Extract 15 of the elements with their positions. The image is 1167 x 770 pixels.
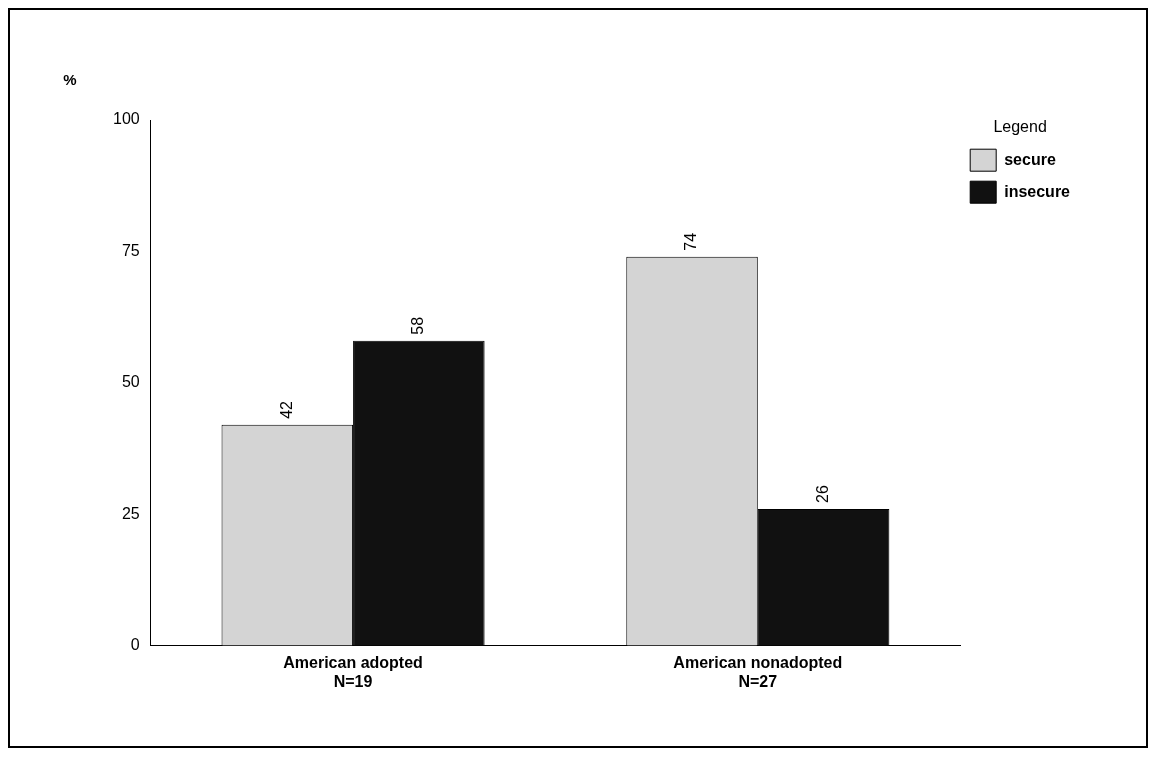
x-tick-label: American nonadopted N=27 xyxy=(673,653,843,690)
legend-label: secure xyxy=(1004,150,1056,168)
y-tick-label: 100 xyxy=(112,110,140,128)
y-tick-label: 50 xyxy=(121,373,140,391)
data-label: 58 xyxy=(409,316,427,335)
y-axis-title: % xyxy=(63,70,77,88)
legend-label: insecure xyxy=(1004,182,1071,200)
data-label: 42 xyxy=(277,400,295,419)
y-tick-label: 0 xyxy=(130,636,140,654)
y-tick-label: 75 xyxy=(121,241,140,259)
data-label: 74 xyxy=(682,232,700,251)
y-tick-label: 25 xyxy=(121,504,140,522)
x-tick-label: American adopted N=19 xyxy=(283,653,423,690)
data-label: 26 xyxy=(813,485,831,503)
legend-title: Legend xyxy=(993,118,1047,136)
